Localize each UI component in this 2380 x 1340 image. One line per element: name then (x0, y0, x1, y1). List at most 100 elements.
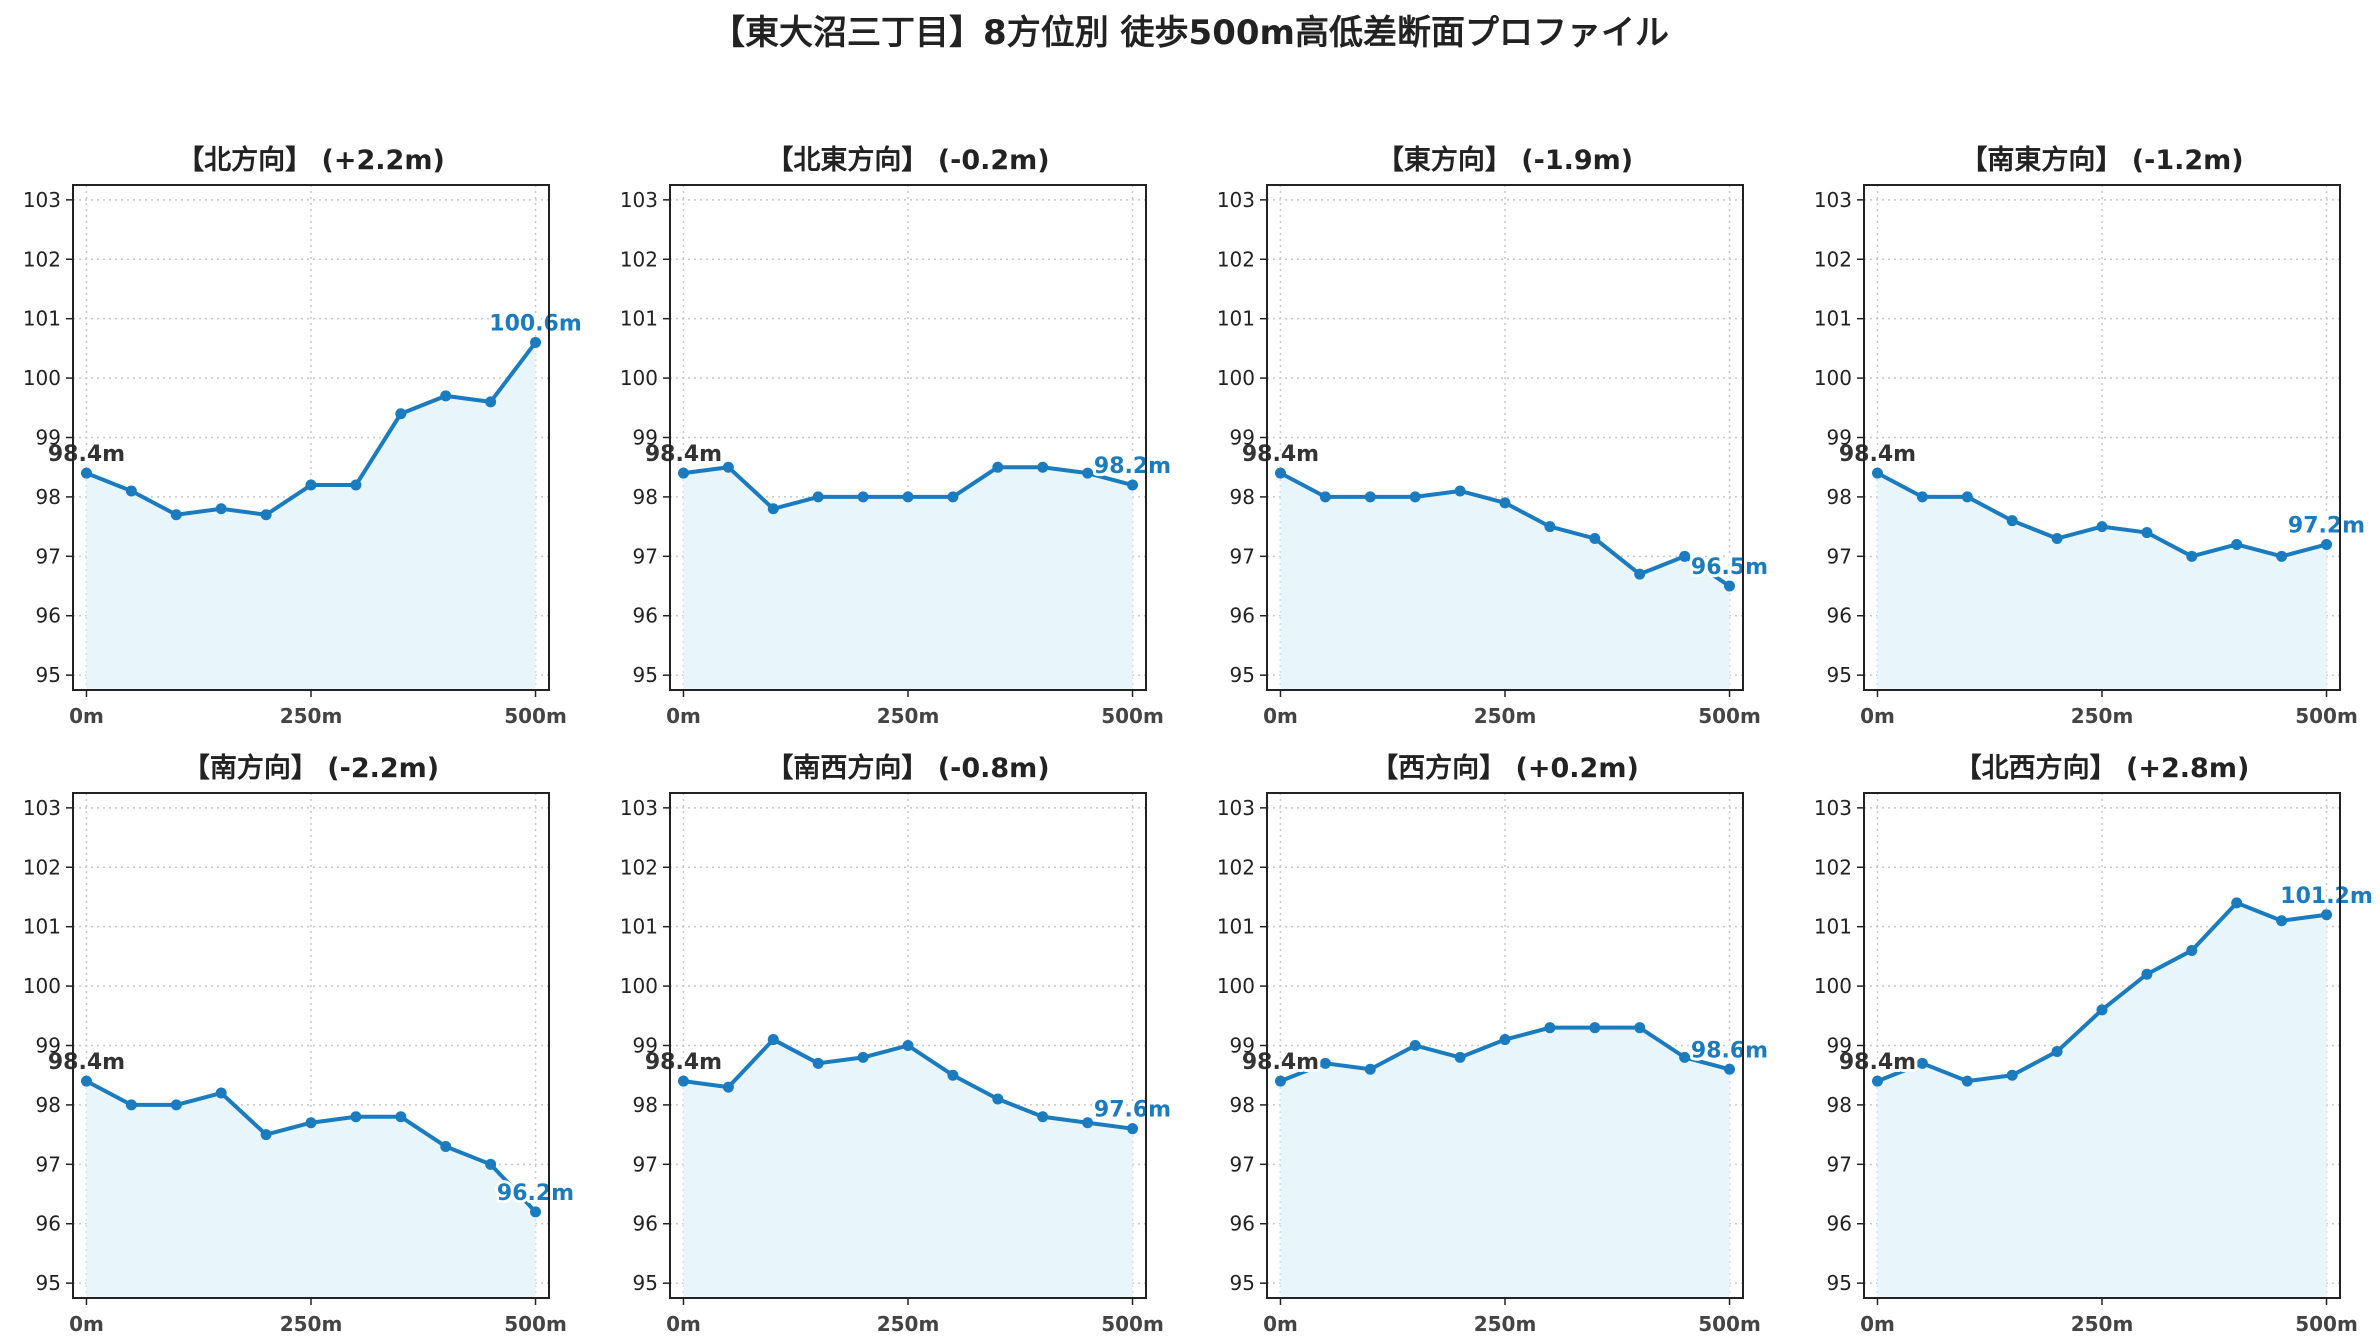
elevation-point (767, 503, 779, 515)
y-tick-label: 102 (23, 855, 61, 879)
x-tick-label: 0m (69, 1312, 104, 1336)
elevation-point (992, 461, 1004, 473)
y-tick-label: 101 (1814, 915, 1852, 939)
x-tick-label: 0m (69, 704, 104, 728)
end-elevation-label: 96.2m (497, 1181, 574, 1206)
elevation-point (2006, 1069, 2018, 1081)
elevation-point (1454, 1051, 1466, 1063)
y-tick-label: 96 (1230, 1212, 1255, 1236)
x-tick-label: 0m (1263, 704, 1298, 728)
panel-title: 【南方向】 (-2.2m) (183, 752, 439, 784)
elevation-point (215, 503, 227, 515)
y-tick-label: 102 (620, 247, 658, 271)
y-tick-label: 101 (1814, 307, 1852, 331)
y-tick-label: 102 (23, 247, 61, 271)
start-elevation-label: 98.4m (48, 1050, 125, 1075)
y-tick-label: 95 (36, 1271, 61, 1295)
y-tick-label: 100 (620, 366, 658, 390)
elevation-point (2186, 944, 2198, 956)
elevation-point (812, 491, 824, 503)
x-tick-label: 0m (666, 1312, 701, 1336)
elevation-point (170, 509, 182, 521)
y-tick-label: 103 (1814, 188, 1852, 212)
elevation-point (1589, 1022, 1601, 1034)
y-tick-label: 99 (1230, 426, 1255, 450)
y-tick-label: 99 (36, 1034, 61, 1058)
y-tick-label: 96 (36, 604, 61, 628)
x-tick-label: 500m (2295, 704, 2358, 728)
elevation-point (350, 1111, 362, 1123)
elevation-area (683, 1039, 1133, 1298)
elevation-area (683, 467, 1133, 690)
elevation-point (1499, 1034, 1511, 1046)
profile-panel-7: 【北西方向】 (+2.8m) 98.4m 101.2m 95 96 97 98 99 100 10… (1814, 752, 2376, 1336)
y-tick-label: 99 (1827, 426, 1852, 450)
elevation-point (722, 1081, 734, 1093)
end-elevation-label: 100.6m (489, 311, 582, 336)
y-tick-label: 99 (1230, 1034, 1255, 1058)
elevation-area (1877, 902, 2327, 1298)
x-tick-label: 250m (1474, 704, 1537, 728)
elevation-point (1274, 1075, 1286, 1087)
elevation-point (947, 491, 959, 503)
elevation-point (2321, 909, 2333, 921)
elevation-point (260, 1129, 272, 1141)
y-tick-label: 102 (1814, 247, 1852, 271)
y-tick-label: 95 (1827, 663, 1852, 687)
panel-title: 【南西方向】 (-0.8m) (766, 752, 1049, 784)
elevation-point (2321, 538, 2333, 550)
elevation-point (2231, 538, 2243, 550)
end-elevation-label: 97.6m (1094, 1098, 1171, 1123)
y-tick-label: 97 (1827, 1152, 1852, 1176)
elevation-point (170, 1099, 182, 1111)
x-tick-label: 500m (504, 704, 567, 728)
x-tick-label: 500m (1101, 1312, 1164, 1336)
panel-title: 【東方向】 (-1.9m) (1377, 144, 1633, 176)
elevation-point (857, 491, 869, 503)
profile-panel-2: 【東方向】 (-1.9m) 98.4m 96.5m 95 96 97 98 99 100 101 1… (1217, 144, 1771, 728)
elevation-point (395, 408, 407, 420)
y-tick-label: 95 (633, 663, 658, 687)
elevation-point (677, 467, 689, 479)
elevation-point (2186, 550, 2198, 562)
elevation-area (86, 1081, 536, 1298)
elevation-point (530, 1206, 542, 1218)
elevation-area (86, 342, 536, 690)
elevation-point (1127, 479, 1139, 491)
panel-title: 【西方向】 (+0.2m) (1371, 752, 1639, 784)
elevation-point (1634, 1022, 1646, 1034)
y-tick-label: 100 (23, 974, 61, 998)
elevation-point (1037, 1111, 1049, 1123)
elevation-point (1319, 491, 1331, 503)
y-tick-label: 98 (36, 1093, 61, 1117)
y-tick-label: 102 (620, 855, 658, 879)
elevation-point (1037, 461, 1049, 473)
y-tick-label: 103 (23, 796, 61, 820)
y-tick-label: 99 (633, 1034, 658, 1058)
start-elevation-label: 98.4m (1242, 442, 1319, 467)
elevation-point (305, 1117, 317, 1129)
y-tick-label: 99 (633, 426, 658, 450)
elevation-point (1127, 1123, 1139, 1135)
y-tick-label: 98 (633, 485, 658, 509)
x-tick-label: 250m (877, 704, 940, 728)
x-tick-label: 250m (2071, 1312, 2134, 1336)
elevation-point (857, 1051, 869, 1063)
y-tick-label: 100 (23, 366, 61, 390)
elevation-point (992, 1093, 1004, 1105)
x-tick-label: 500m (1698, 1312, 1761, 1336)
elevation-point (80, 467, 92, 479)
y-tick-label: 95 (1827, 1271, 1852, 1295)
elevation-point (1364, 491, 1376, 503)
x-tick-label: 0m (1860, 704, 1895, 728)
elevation-point (2051, 533, 2063, 544)
elevation-point (1679, 550, 1691, 562)
elevation-point (1871, 1075, 1883, 1087)
y-tick-label: 95 (1230, 1271, 1255, 1295)
y-tick-label: 98 (1827, 1093, 1852, 1117)
panel-title: 【北方向】 (+2.2m) (177, 144, 445, 176)
elevation-point (2141, 527, 2153, 539)
elevation-point (677, 1075, 689, 1087)
elevation-point (2051, 1045, 2063, 1057)
start-elevation-label: 98.4m (1839, 1050, 1916, 1075)
